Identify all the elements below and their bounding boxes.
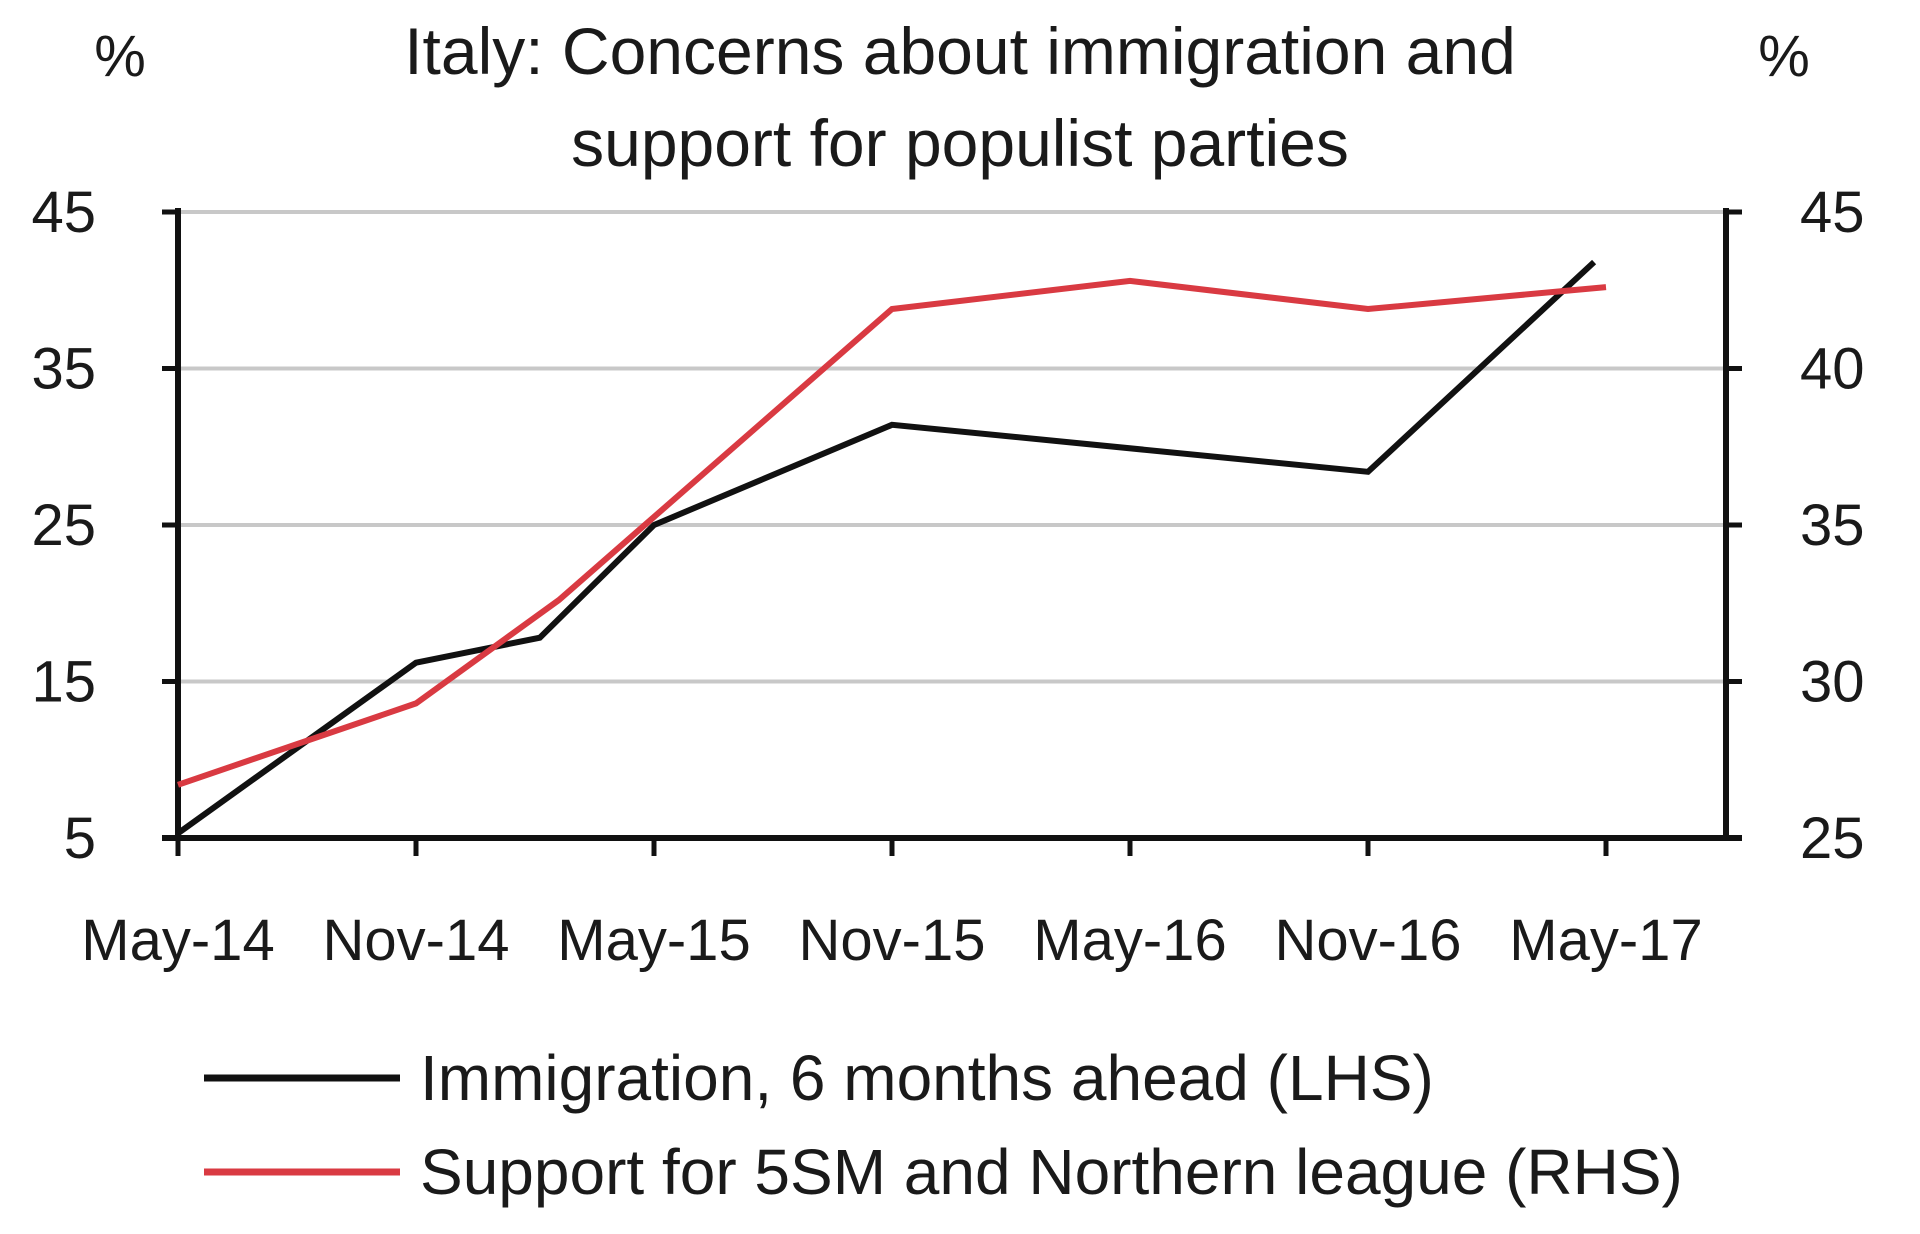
legend: Immigration, 6 months ahead (LHS) Support… [204, 1042, 1683, 1208]
left-y-tick-label: 5 [64, 806, 96, 871]
right-y-tick-labels: 45 40 35 30 25 [1800, 180, 1865, 871]
x-tick-label: Nov-16 [1275, 908, 1462, 973]
right-y-tick-label: 35 [1800, 493, 1865, 558]
left-y-tick-label: 15 [31, 650, 96, 715]
left-y-tick-label: 45 [31, 180, 96, 245]
axes [162, 208, 1742, 856]
x-tick-label: Nov-14 [323, 908, 510, 973]
right-y-tick-label: 45 [1800, 180, 1865, 245]
series-lines [176, 259, 1607, 836]
x-tick-label: Nov-15 [799, 908, 986, 973]
series-line-2 [177, 277, 1607, 788]
chart-title-line-2: support for populist parties [571, 106, 1349, 180]
x-tick-label: May-17 [1509, 908, 1702, 973]
chart-title-line-1: Italy: Concerns about immigration and [404, 14, 1516, 88]
x-tick-labels: May-14 Nov-14 May-15 Nov-15 May-16 Nov-16 May-… [81, 908, 1702, 973]
series-line-1 [176, 259, 1597, 836]
right-y-tick-label: 25 [1800, 806, 1865, 871]
legend-label-1: Immigration, 6 months ahead (LHS) [420, 1042, 1434, 1114]
left-y-tick-label: 35 [31, 337, 96, 402]
x-tick-label: May-15 [557, 908, 750, 973]
left-axis-unit: % [94, 24, 146, 89]
right-axis-unit: % [1758, 24, 1810, 89]
right-y-tick-label: 30 [1800, 650, 1865, 715]
x-tick-label: May-16 [1033, 908, 1226, 973]
right-y-tick-label: 40 [1800, 337, 1865, 402]
legend-label-2: Support for 5SM and Northern league (RHS… [420, 1136, 1683, 1208]
left-y-tick-labels: 45 35 25 15 5 [31, 180, 96, 871]
left-y-tick-label: 25 [31, 493, 96, 558]
gridlines [178, 210, 1726, 684]
x-tick-label: May-14 [81, 908, 274, 973]
